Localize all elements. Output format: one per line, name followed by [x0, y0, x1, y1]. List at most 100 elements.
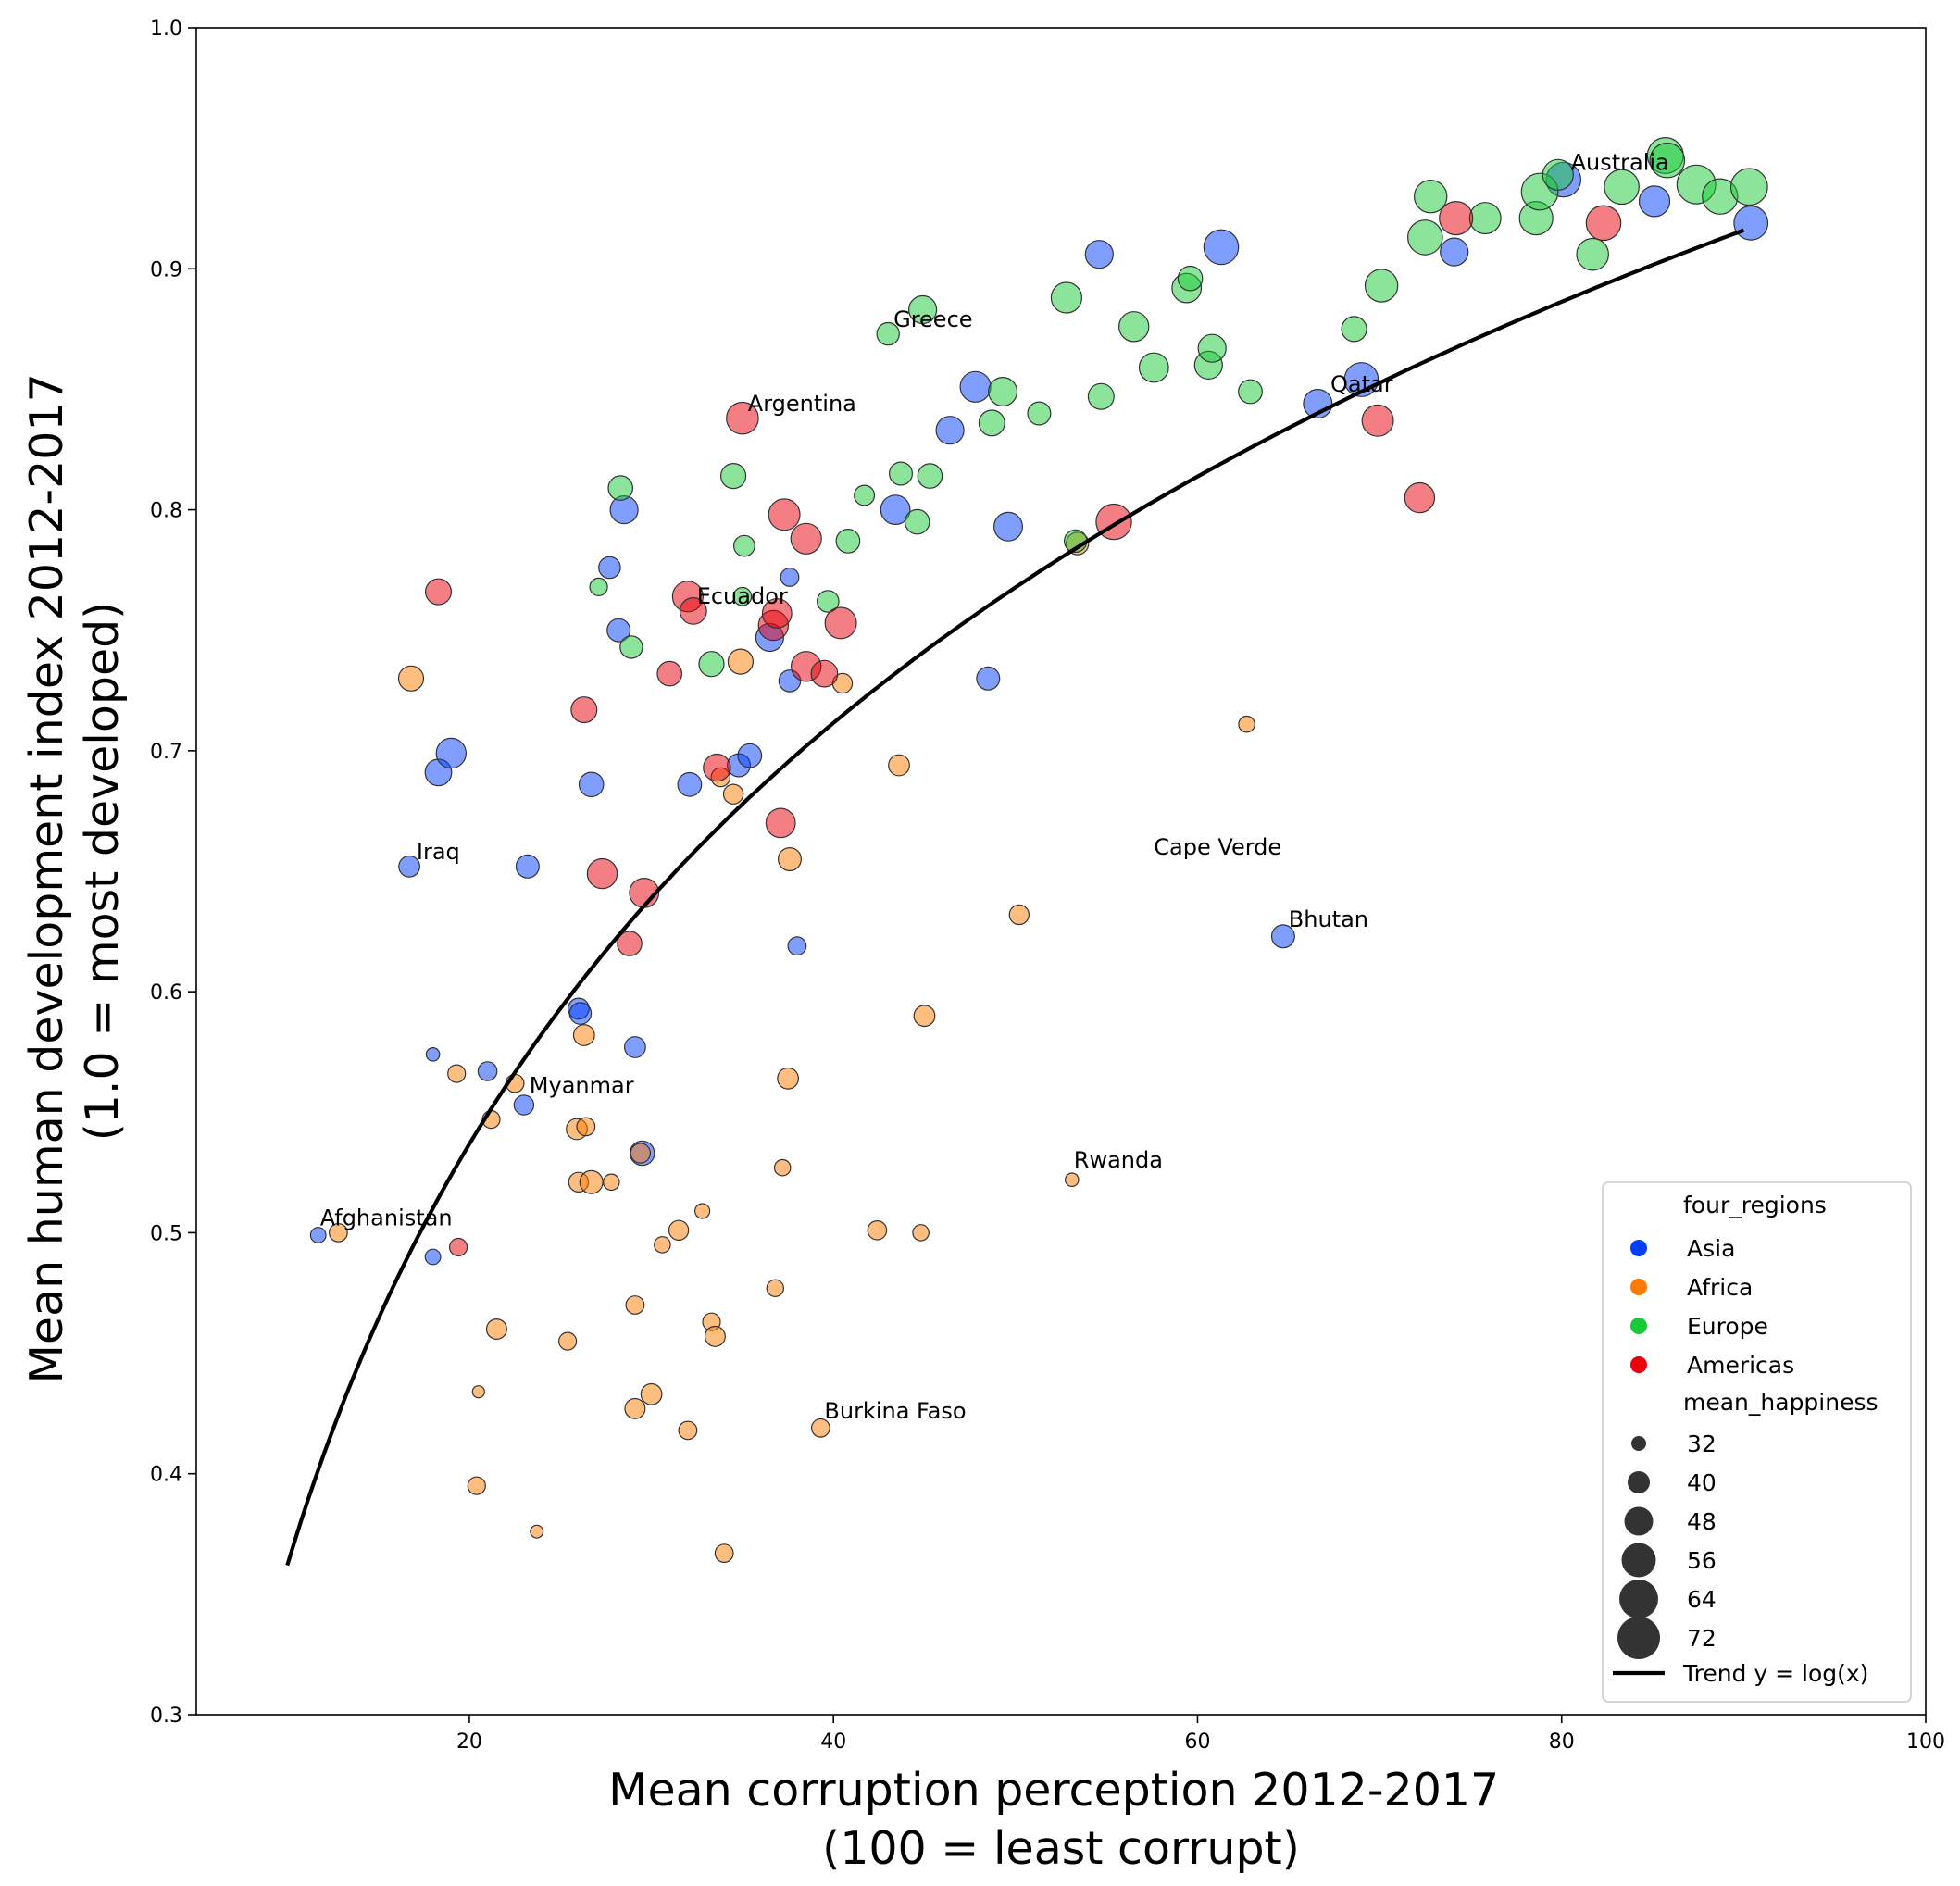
point-africa — [640, 1382, 663, 1405]
series-europe — [589, 137, 1768, 678]
point-americas — [703, 753, 731, 782]
point-europe — [1649, 142, 1686, 179]
point-asia — [935, 416, 965, 445]
point-americas — [726, 401, 759, 435]
x-tick-label: 100 — [1906, 1730, 1945, 1754]
point-americas — [570, 696, 598, 724]
legend-size-swatch — [1624, 1506, 1654, 1536]
plot-frame — [195, 27, 1927, 1716]
point-americas — [790, 522, 822, 555]
legend-size-label: 32 — [1687, 1430, 1717, 1457]
point-africa — [777, 1067, 799, 1090]
point-americas — [1439, 201, 1474, 236]
point-asia — [624, 1036, 646, 1058]
y-tick-label: 0.6 — [150, 981, 182, 1005]
point-americas — [824, 606, 857, 640]
point-asia — [513, 1094, 535, 1116]
legend-swatch-americas — [1630, 1356, 1647, 1373]
legend-size-label: 56 — [1687, 1547, 1717, 1574]
point-asia — [515, 854, 540, 879]
point-asia — [568, 1002, 593, 1025]
point-africa — [1008, 904, 1030, 926]
point-africa — [888, 754, 910, 777]
point-asia — [976, 666, 1001, 691]
point-africa — [630, 1143, 652, 1164]
point-europe — [1576, 237, 1610, 271]
point-africa — [773, 1158, 792, 1177]
point-europe — [978, 409, 1005, 437]
legend-swatch-europe — [1630, 1318, 1647, 1334]
y-tick-label: 0.9 — [150, 258, 182, 281]
point-africa — [1065, 1172, 1080, 1187]
point-africa — [579, 1169, 604, 1194]
point-asia — [959, 370, 992, 403]
point-europe — [1729, 168, 1768, 206]
annotation-label: Argentina — [748, 391, 856, 417]
point-africa — [530, 1524, 544, 1539]
x-axis-title-line-1: Mean corruption perception 2012-2017 — [608, 1764, 1499, 1817]
point-asia — [578, 771, 605, 798]
x-axis-title-line-2: (100 = least corrupt) — [822, 1822, 1300, 1875]
point-asia — [309, 1227, 327, 1243]
point-europe — [1177, 265, 1204, 292]
legend-size-swatch — [1617, 1617, 1660, 1659]
point-europe — [1138, 352, 1169, 383]
point-europe — [854, 484, 876, 506]
point-asia — [477, 1061, 498, 1081]
annotation-label: Bhutan — [1289, 906, 1368, 932]
point-europe — [607, 475, 633, 501]
point-americas — [810, 659, 839, 688]
legend-trend-label: Trend y = log(x) — [1682, 1660, 1868, 1687]
legend-size-title: mean_happiness — [1683, 1389, 1879, 1416]
annotation-label: Afghanistan — [320, 1205, 453, 1231]
point-africa — [912, 1224, 930, 1242]
y-tick-label: 0.5 — [150, 1222, 182, 1245]
point-africa — [625, 1295, 645, 1315]
point-americas — [449, 1237, 468, 1257]
point-europe — [1027, 401, 1052, 426]
point-asia — [1084, 240, 1114, 269]
point-europe — [988, 377, 1018, 407]
point-asia — [1638, 185, 1671, 218]
point-europe — [1468, 202, 1502, 235]
point-europe — [1050, 281, 1083, 314]
series-americas — [425, 201, 1622, 1257]
legend-size-swatch — [1631, 1436, 1646, 1451]
legend-size-swatch — [1619, 1580, 1658, 1618]
point-asia — [1733, 205, 1769, 241]
legend-label-europe: Europe — [1687, 1313, 1768, 1340]
point-asia — [1440, 237, 1469, 267]
point-africa — [714, 1543, 734, 1563]
legend-size-label: 48 — [1687, 1508, 1717, 1535]
point-asia — [787, 936, 807, 956]
y-axis-ticks: 0.3 0.4 0.5 0.6 0.7 0.8 0.9 1.0 — [150, 18, 196, 1728]
legend: four_regions Asia Africa Europe Americas me… — [1602, 1181, 1912, 1703]
point-africa — [447, 1064, 467, 1083]
point-europe — [904, 508, 930, 535]
point-asia — [1270, 924, 1295, 949]
legend-swatch-asia — [1630, 1240, 1647, 1256]
point-americas — [425, 578, 453, 606]
annotation-label: Australia — [1571, 150, 1669, 176]
point-africa — [811, 1418, 830, 1438]
point-europe — [907, 294, 938, 325]
annotations-layer: Australia Greece Qatar Argentina Ecuador Iraq… — [320, 150, 1669, 1424]
point-africa — [576, 1117, 596, 1137]
point-europe — [1413, 179, 1448, 214]
point-europe — [733, 534, 755, 557]
y-tick-label: 0.7 — [150, 741, 182, 764]
legend-size-label: 64 — [1687, 1586, 1717, 1613]
points-layer — [309, 137, 1769, 1563]
annotation-label: Rwanda — [1074, 1147, 1163, 1173]
x-tick-label: 60 — [1184, 1730, 1210, 1754]
y-axis-title-line-2: (1.0 = most developed) — [76, 602, 129, 1142]
annotation-label: Iraq — [417, 839, 460, 865]
point-africa — [557, 1331, 578, 1351]
point-americas — [1361, 404, 1394, 437]
legend-frame — [1602, 1181, 1912, 1703]
annotation-label: Burkina Faso — [824, 1398, 966, 1424]
point-europe — [816, 590, 840, 613]
point-europe — [917, 463, 943, 489]
point-africa — [329, 1222, 348, 1243]
point-europe — [1604, 169, 1640, 206]
